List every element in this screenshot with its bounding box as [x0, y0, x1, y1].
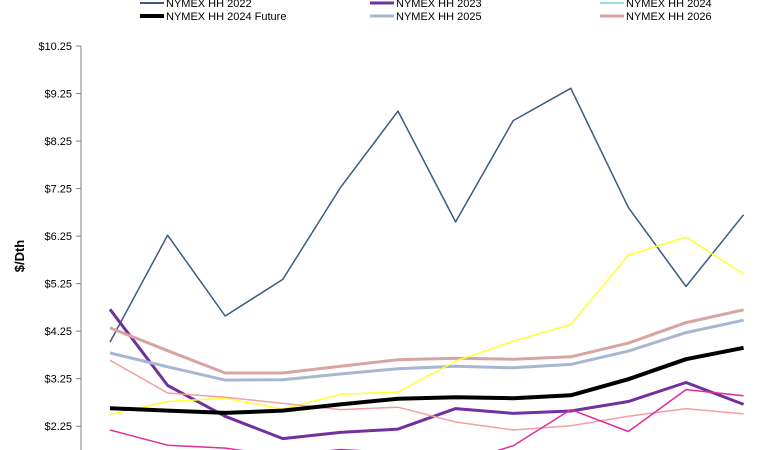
legend-label: NYMEX HH 2024 Future: [166, 11, 286, 23]
legend: NYMEX HH 2022 NYMEX HH 2023 NYMEX HH 2024N…: [140, 0, 712, 23]
series-line-8: [109, 359, 744, 431]
y-tick-label: $10.25: [38, 41, 72, 53]
y-tick-label: $5.25: [44, 279, 72, 291]
series-group: [108, 87, 745, 450]
y-tick-label: $3.25: [44, 374, 72, 386]
series-line-5: [109, 318, 744, 382]
y-tick-label: $4.25: [44, 326, 72, 338]
y-axis-label: $/Dth: [12, 240, 27, 273]
y-ticks: $10.25 $9.25 $8.25 $7.25 $6.25 $5.25 $4.25 $3.2…: [38, 41, 81, 433]
legend-label: NYMEX HH 2022: [166, 0, 252, 10]
y-tick-label: $2.25: [44, 421, 72, 433]
legend-label: NYMEX HH 2023: [396, 0, 482, 10]
legend-label: NYMEX HH 2025: [396, 11, 482, 23]
series-line-4: [109, 345, 744, 415]
legend-label: NYMEX HH 2024: [626, 0, 712, 10]
legend-label: NYMEX HH 2026: [626, 11, 712, 23]
y-tick-label: $9.25: [44, 89, 72, 101]
series-line-1: [109, 87, 745, 343]
y-tick-label: $8.25: [44, 136, 72, 148]
series-line-7: [109, 236, 745, 416]
y-tick-label: $7.25: [44, 184, 72, 196]
series-line-9: [109, 388, 744, 450]
y-tick-label: $6.25: [44, 231, 72, 243]
series-line-6: [109, 308, 744, 375]
